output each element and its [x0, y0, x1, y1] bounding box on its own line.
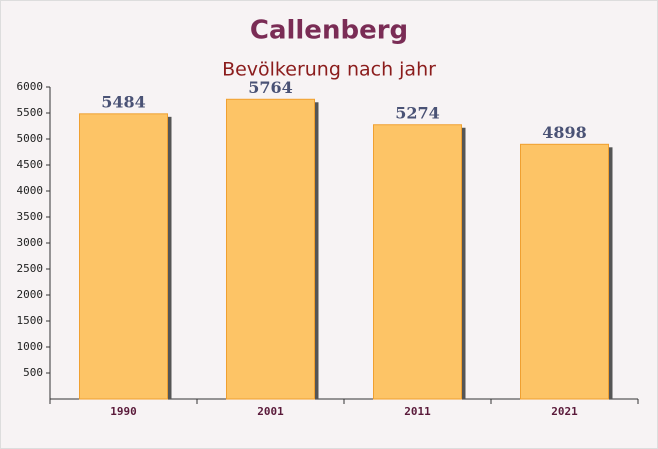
y-tick-label: 1000	[17, 340, 44, 353]
value-label: 5764	[248, 78, 293, 97]
value-label: 5484	[101, 92, 146, 111]
y-tick-label: 3000	[17, 236, 44, 249]
y-tick-label: 5000	[17, 132, 44, 145]
value-label: 4898	[542, 123, 587, 142]
bar	[79, 113, 168, 400]
chart-subtitle: Bevölkerung nach jahr	[222, 59, 436, 81]
y-tick-label: 2000	[17, 288, 44, 301]
x-tick-label: 2021	[551, 405, 578, 418]
x-tick-label: 1990	[110, 405, 137, 418]
chart-title: Callenberg	[250, 16, 408, 46]
bar	[373, 124, 462, 400]
y-tick-label: 500	[23, 366, 43, 379]
value-label: 5274	[395, 103, 440, 122]
x-tick-label: 2011	[404, 405, 431, 418]
y-tick-label: 4500	[17, 158, 44, 171]
x-tick-label: 2001	[257, 405, 284, 418]
y-tick-label: 5500	[17, 106, 44, 119]
y-tick-label: 1500	[17, 314, 44, 327]
bar	[226, 98, 315, 400]
y-tick-label: 2500	[17, 262, 44, 275]
bar	[520, 143, 609, 400]
y-tick-label: 6000	[17, 80, 44, 93]
y-tick-label: 3500	[17, 210, 44, 223]
y-tick-label: 4000	[17, 184, 44, 197]
